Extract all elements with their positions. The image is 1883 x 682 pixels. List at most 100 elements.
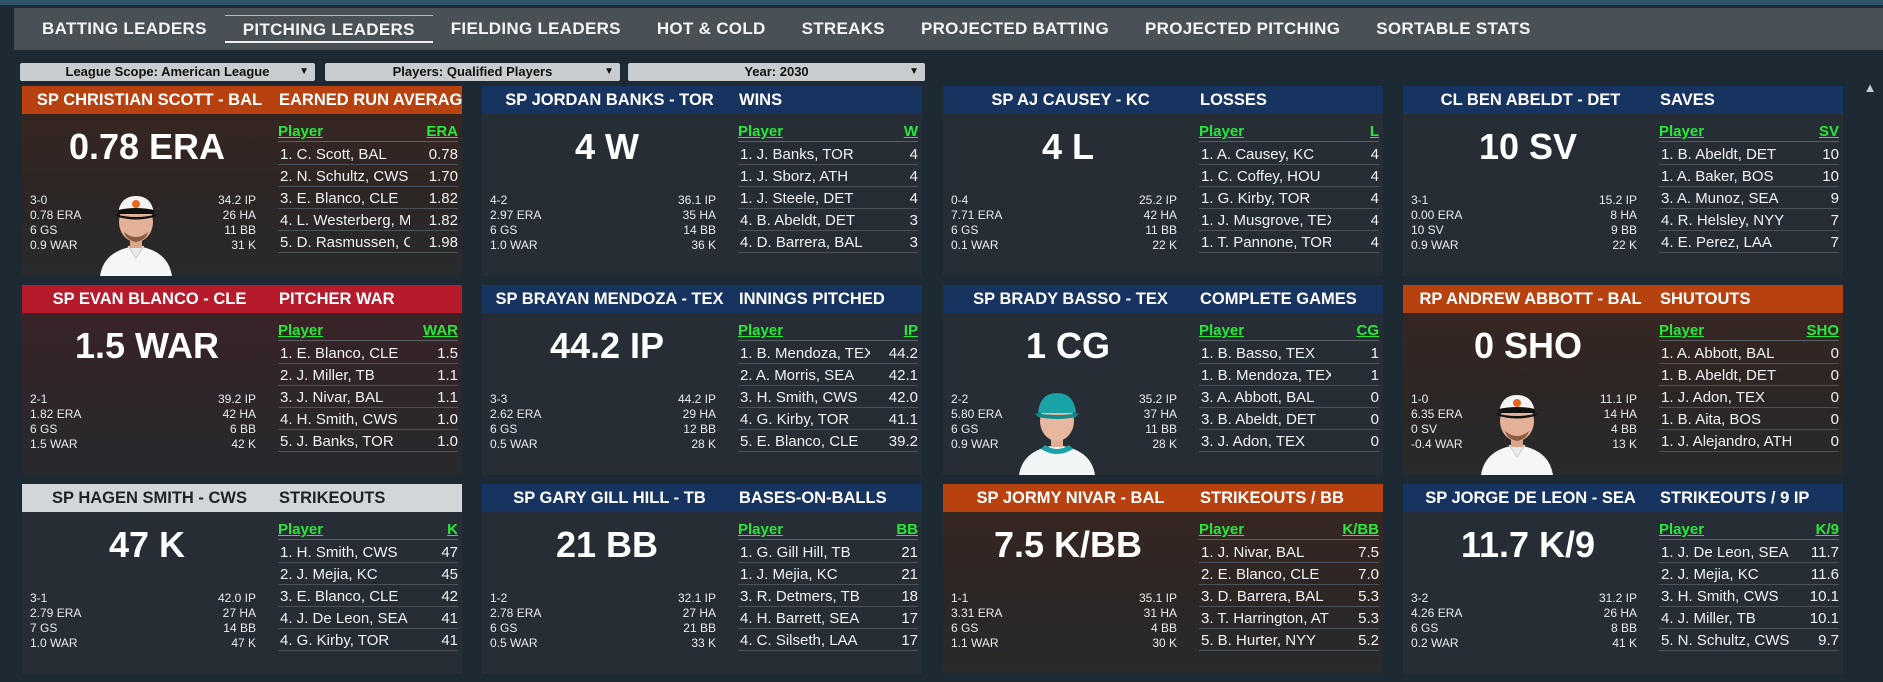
leader-row[interactable]: 3. A. Abbott, BAL 0: [1199, 387, 1379, 408]
leader-card[interactable]: SP GARY GILL HILL - TB BASES-ON-BALLS 21 B…: [482, 484, 922, 674]
leader-row[interactable]: 1. J. Mejia, KC 21: [738, 564, 918, 585]
player-column-header[interactable]: Player: [278, 521, 324, 538]
leader-card[interactable]: SP BRAYAN MENDOZA - TEX INNINGS PITCHED 44…: [482, 285, 922, 475]
card-player-name[interactable]: SP CHRISTIAN SCOTT - BAL: [36, 90, 263, 109]
card-player-name[interactable]: CL BEN ABELDT - DET: [1440, 90, 1621, 109]
leader-row[interactable]: 4. J. De Leon, SEA 41: [278, 608, 458, 629]
player-column-header[interactable]: Player: [1199, 521, 1245, 538]
card-player-name[interactable]: SP BRAYAN MENDOZA - TEX: [495, 289, 724, 308]
tab-projected-batting[interactable]: PROJECTED BATTING: [920, 19, 1109, 38]
card-player-name[interactable]: SP HAGEN SMITH - CWS: [52, 488, 247, 507]
tab-streaks[interactable]: STREAKS: [801, 19, 885, 38]
scroll-up-icon[interactable]: ▲: [1863, 80, 1877, 95]
value-column-header[interactable]: K: [447, 521, 458, 538]
leader-row[interactable]: 1. C. Coffey, HOU 4: [1199, 166, 1379, 187]
player-column-header[interactable]: Player: [1659, 521, 1705, 538]
leader-row[interactable]: 4. H. Smith, CWS 1.0: [278, 409, 458, 430]
value-column-header[interactable]: L: [1369, 123, 1379, 140]
value-column-header[interactable]: W: [903, 123, 918, 140]
value-column-header[interactable]: ERA: [426, 123, 458, 140]
tab-projected-pitching[interactable]: PROJECTED PITCHING: [1144, 19, 1341, 38]
league-scope-select[interactable]: League Scope: American League ▼: [20, 63, 315, 81]
leader-row[interactable]: 2. N. Schultz, CWS 1.70: [278, 166, 458, 187]
leader-row[interactable]: 2. J. Mejia, KC 45: [278, 564, 458, 585]
value-column-header[interactable]: K/BB: [1342, 521, 1379, 538]
leader-card[interactable]: SP JORMY NIVAR - BAL STRIKEOUTS / BB 7.5 K…: [943, 484, 1383, 674]
leader-row[interactable]: 1. J. Alejandro, ATH 0: [1659, 431, 1839, 452]
leader-row[interactable]: 1. E. Blanco, CLE 1.5: [278, 343, 458, 364]
value-column-header[interactable]: SHO: [1806, 322, 1839, 339]
leader-row[interactable]: 5. D. Rasmussen, C 1.98: [278, 232, 458, 253]
card-player-name[interactable]: RP ANDREW ABBOTT - BAL: [1419, 289, 1642, 308]
leader-row[interactable]: 1. J. Adon, TEX 0: [1659, 387, 1839, 408]
leader-row[interactable]: 4. L. Westerberg, M 1.82: [278, 210, 458, 231]
leader-row[interactable]: 2. J. Mejia, KC 11.6: [1659, 564, 1839, 585]
leader-row[interactable]: 1. J. Musgrove, TEX 4: [1199, 210, 1379, 231]
player-column-header[interactable]: Player: [1199, 123, 1245, 140]
leader-row[interactable]: 1. B. Aita, BOS 0: [1659, 409, 1839, 430]
leader-row[interactable]: 1. B. Mendoza, TEX 1: [1199, 365, 1379, 386]
leader-row[interactable]: 3. E. Blanco, CLE 1.82: [278, 188, 458, 209]
leader-row[interactable]: 3. H. Smith, CWS 42.0: [738, 387, 918, 408]
leader-row[interactable]: 3. E. Blanco, CLE 42: [278, 586, 458, 607]
leader-row[interactable]: 3. A. Munoz, SEA 9: [1659, 188, 1839, 209]
players-select[interactable]: Players: Qualified Players ▼: [325, 63, 620, 81]
leader-row[interactable]: 4. R. Helsley, NYY 7: [1659, 210, 1839, 231]
leader-card[interactable]: RP ANDREW ABBOTT - BAL SHUTOUTS 0 SHO 1-0 6.…: [1403, 285, 1843, 475]
value-column-header[interactable]: WAR: [423, 322, 458, 339]
leader-row[interactable]: 4. G. Kirby, TOR 41: [278, 630, 458, 651]
leader-row[interactable]: 1. C. Scott, BAL 0.78: [278, 144, 458, 165]
value-column-header[interactable]: CG: [1356, 322, 1380, 339]
leader-row[interactable]: 1. B. Abeldt, DET 10: [1659, 144, 1839, 165]
leader-row[interactable]: 3. J. Adon, TEX 0: [1199, 431, 1379, 452]
leader-row[interactable]: 1. J. Steele, DET 4: [738, 188, 918, 209]
card-player-name[interactable]: SP AJ CAUSEY - KC: [991, 90, 1150, 109]
leader-row[interactable]: 4. C. Silseth, LAA 17: [738, 630, 918, 651]
year-select[interactable]: Year: 2030 ▼: [628, 63, 925, 81]
value-column-header[interactable]: IP: [903, 322, 918, 339]
leader-row[interactable]: 4. B. Abeldt, DET 3: [738, 210, 918, 231]
leader-row[interactable]: 4. H. Barrett, SEA 17: [738, 608, 918, 629]
leader-row[interactable]: 5. E. Blanco, CLE 39.2: [738, 431, 918, 452]
card-player-name[interactable]: SP JORGE DE LEON - SEA: [1425, 488, 1636, 507]
leader-row[interactable]: 1. B. Basso, TEX 1: [1199, 343, 1379, 364]
leader-row[interactable]: 3. R. Detmers, TB 18: [738, 586, 918, 607]
value-column-header[interactable]: K/9: [1815, 521, 1839, 538]
card-player-name[interactable]: SP GARY GILL HILL - TB: [513, 488, 706, 507]
leader-row[interactable]: 4. E. Perez, LAA 7: [1659, 232, 1839, 253]
leader-row[interactable]: 1. J. Nivar, BAL 7.5: [1199, 542, 1379, 563]
player-column-header[interactable]: Player: [738, 123, 784, 140]
leader-row[interactable]: 1. G. Kirby, TOR 4: [1199, 188, 1379, 209]
leader-row[interactable]: 3. J. Nivar, BAL 1.1: [278, 387, 458, 408]
card-player-name[interactable]: SP EVAN BLANCO - CLE: [52, 289, 247, 308]
leader-row[interactable]: 5. B. Hurter, NYY 5.2: [1199, 630, 1379, 651]
leader-row[interactable]: 1. T. Pannone, TOR 4: [1199, 232, 1379, 253]
leader-row[interactable]: 1. H. Smith, CWS 47: [278, 542, 458, 563]
leader-card[interactable]: SP AJ CAUSEY - KC LOSSES 4 L 0-4 7.71 ERA 6 G…: [943, 86, 1383, 276]
leader-row[interactable]: 1. A. Baker, BOS 10: [1659, 166, 1839, 187]
player-column-header[interactable]: Player: [1659, 322, 1705, 339]
leader-card[interactable]: CL BEN ABELDT - DET SAVES 10 SV 3-1 0.00 ERA…: [1403, 86, 1843, 276]
leader-card[interactable]: SP CHRISTIAN SCOTT - BAL EARNED RUN AVERA…: [22, 86, 462, 276]
leader-row[interactable]: 3. D. Barrera, BAL 5.3: [1199, 586, 1379, 607]
leader-row[interactable]: 2. A. Morris, SEA 42.1: [738, 365, 918, 386]
tab-fielding-leaders[interactable]: FIELDING LEADERS: [450, 19, 621, 38]
leader-row[interactable]: 1. J. Banks, TOR 4: [738, 144, 918, 165]
leader-row[interactable]: 2. J. Miller, TB 1.1: [278, 365, 458, 386]
leader-card[interactable]: SP EVAN BLANCO - CLE PITCHER WAR 1.5 WAR 2-…: [22, 285, 462, 475]
leader-card[interactable]: SP JORDAN BANKS - TOR WINS 4 W 4-2 2.97 ERA 6…: [482, 86, 922, 276]
leader-row[interactable]: 5. J. Banks, TOR 1.0: [278, 431, 458, 452]
leader-row[interactable]: 1. A. Causey, KC 4: [1199, 144, 1379, 165]
leader-card[interactable]: SP JORGE DE LEON - SEA STRIKEOUTS / 9 IP 1…: [1403, 484, 1843, 674]
value-column-header[interactable]: BB: [896, 521, 918, 538]
scrollbar[interactable]: ▲: [1863, 80, 1877, 680]
tab-sortable-stats[interactable]: SORTABLE STATS: [1376, 19, 1531, 38]
card-player-name[interactable]: SP JORMY NIVAR - BAL: [976, 488, 1165, 507]
card-player-name[interactable]: SP BRADY BASSO - TEX: [973, 289, 1168, 308]
leader-row[interactable]: 5. N. Schultz, CWS 9.7: [1659, 630, 1839, 651]
leader-row[interactable]: 1. J. De Leon, SEA 11.7: [1659, 542, 1839, 563]
leader-row[interactable]: 1. B. Mendoza, TEX 44.2: [738, 343, 918, 364]
player-column-header[interactable]: Player: [738, 521, 784, 538]
leader-row[interactable]: 3. T. Harrington, AT 5.3: [1199, 608, 1379, 629]
leader-row[interactable]: 3. B. Abeldt, DET 0: [1199, 409, 1379, 430]
